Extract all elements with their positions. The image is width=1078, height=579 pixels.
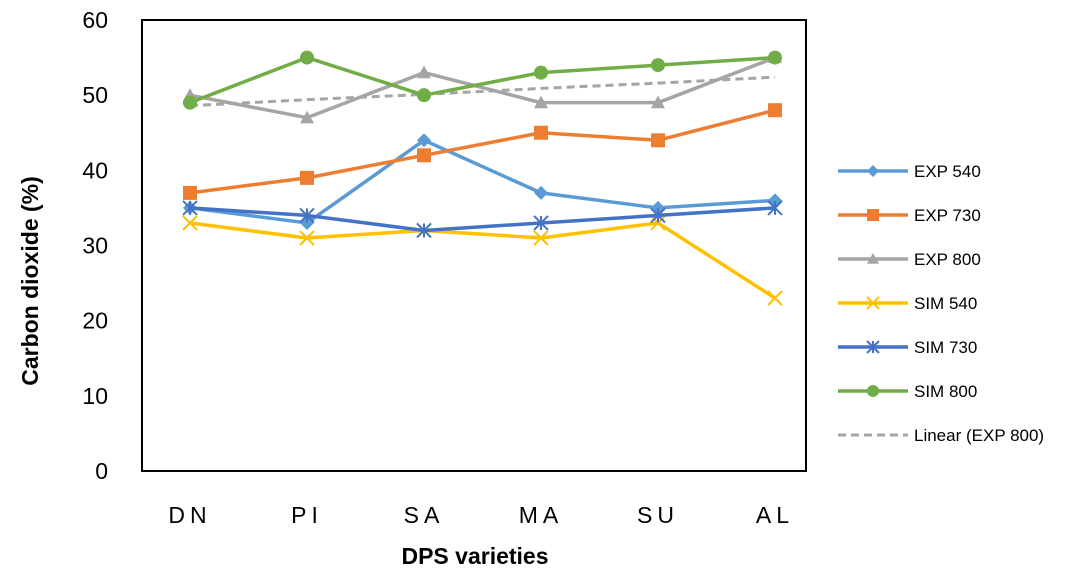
- data-point: [300, 110, 314, 124]
- legend-entry: SIM 540: [838, 294, 977, 313]
- legend-entry: EXP 800: [838, 250, 981, 269]
- x-tick-label: SA: [404, 502, 445, 528]
- legend-label: SIM 540: [914, 294, 977, 313]
- legend-marker: [867, 165, 879, 177]
- legend-entry: SIM 800: [838, 382, 977, 401]
- series-sim-730: [182, 200, 783, 239]
- data-point: [651, 58, 665, 73]
- data-point: [300, 170, 314, 185]
- x-tick-label: MA: [519, 502, 564, 528]
- y-axis-title: Carbon dioxide (%): [17, 176, 43, 386]
- y-tick-label: 40: [82, 157, 108, 183]
- data-point: [533, 215, 549, 231]
- series-line: [189, 108, 776, 195]
- data-point: [651, 95, 665, 109]
- data-point: [183, 95, 197, 110]
- series-line: [189, 138, 776, 225]
- data-point: [534, 65, 548, 80]
- y-tick-label: 30: [82, 233, 108, 259]
- x-tick-label: DN: [168, 502, 211, 528]
- series-layer: [182, 50, 783, 306]
- data-point: [533, 230, 549, 246]
- data-point: [416, 222, 432, 239]
- y-tick-label: 0: [95, 458, 108, 484]
- data-point: [534, 185, 548, 200]
- series-exp-730: [183, 103, 782, 200]
- legend-entry: SIM 730: [838, 338, 977, 357]
- x-tick-labels: DN PI SA MA SU AL: [168, 502, 794, 528]
- legend-entry: EXP 730: [838, 206, 981, 225]
- legend-marker: [866, 296, 880, 310]
- y-tick-label: 20: [82, 308, 108, 334]
- legend-label: Linear (EXP 800): [914, 426, 1044, 445]
- x-axis-title: DPS varieties: [401, 543, 548, 569]
- data-point: [767, 290, 783, 306]
- legend-marker: [866, 340, 880, 354]
- data-point: [534, 95, 548, 109]
- series-sim-800: [183, 50, 782, 110]
- data-point: [651, 133, 665, 148]
- data-point: [650, 215, 666, 231]
- data-point: [300, 50, 314, 65]
- legend-label: SIM 800: [914, 382, 977, 401]
- data-point: [650, 207, 666, 224]
- data-point: [417, 133, 431, 148]
- y-tick-label: 60: [82, 7, 108, 33]
- data-point: [183, 185, 197, 200]
- legend-label: EXP 730: [914, 206, 981, 225]
- y-tick-labels: 0 10 20 30 40 50 60: [82, 7, 108, 484]
- data-point: [299, 207, 315, 224]
- data-point: [417, 65, 431, 79]
- data-point: [182, 200, 198, 216]
- trendline-layer: [189, 75, 776, 108]
- legend-marker: [867, 385, 879, 397]
- data-point: [768, 50, 782, 65]
- legend-entry: Linear (EXP 800): [838, 426, 1044, 445]
- legend-entry: EXP 540: [838, 162, 981, 181]
- x-tick-label: AL: [756, 502, 794, 528]
- x-tick-label: PI: [291, 502, 323, 528]
- trendline: [189, 75, 776, 108]
- legend-label: SIM 730: [914, 338, 977, 357]
- series-line: [189, 206, 776, 233]
- legend-label: EXP 800: [914, 250, 981, 269]
- y-tick-label: 50: [82, 82, 108, 108]
- legend-marker: [867, 253, 879, 264]
- y-tick-label: 10: [82, 383, 108, 409]
- series-line: [189, 55, 776, 105]
- data-point: [417, 88, 431, 103]
- data-point: [767, 200, 783, 216]
- x-tick-label: SU: [637, 502, 679, 528]
- data-point: [534, 125, 548, 140]
- legend-marker: [867, 209, 879, 221]
- data-point: [299, 230, 315, 246]
- series-line: [189, 55, 776, 120]
- plot-area-frame: [141, 19, 807, 472]
- data-point: [182, 215, 198, 231]
- data-point: [417, 148, 431, 163]
- data-point: [768, 103, 782, 118]
- series-line: [189, 221, 776, 300]
- legend-label: EXP 540: [914, 162, 981, 181]
- legend: EXP 540 EXP 730 EXP 800 SIM 540 SIM 730 SIM 8…: [838, 162, 1044, 445]
